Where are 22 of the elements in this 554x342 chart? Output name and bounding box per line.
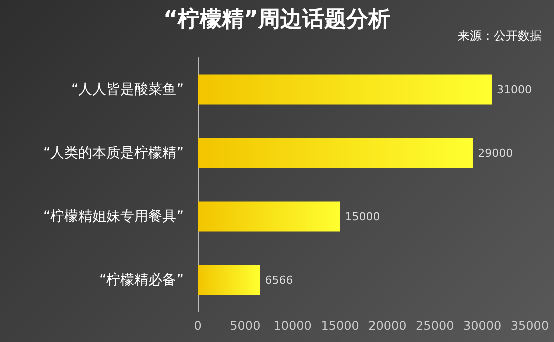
y-tick-label: “柠檬精姐妹专用餐具” <box>43 208 184 225</box>
x-tick-label: 10000 <box>274 319 312 333</box>
bar <box>198 138 474 168</box>
x-tick-label: 15000 <box>321 319 360 333</box>
x-tick-label: 5000 <box>230 319 261 333</box>
data-label: 15000 <box>345 210 380 224</box>
bar <box>198 202 340 232</box>
chart-title: “柠檬精”周边话题分析 <box>164 6 390 32</box>
x-tick-label: 35000 <box>510 319 550 333</box>
source-note: 来源：公开数据 <box>458 29 542 43</box>
x-tick-label: 20000 <box>368 319 407 333</box>
bar <box>198 265 260 296</box>
data-label: 31000 <box>497 83 532 96</box>
y-tick-label: “柠檬精必备” <box>99 272 184 288</box>
bar <box>198 74 492 105</box>
data-label: 29000 <box>478 146 514 160</box>
x-tick-label: 30000 <box>463 319 502 333</box>
y-tick-label: “人人皆是酸菜鱼” <box>71 82 184 98</box>
data-label: 6566 <box>265 274 294 287</box>
y-tick-label: “人类的本质是柠檬精” <box>43 145 184 162</box>
x-tick-label: 25000 <box>416 319 454 333</box>
x-tick-label: 0 <box>194 319 202 333</box>
